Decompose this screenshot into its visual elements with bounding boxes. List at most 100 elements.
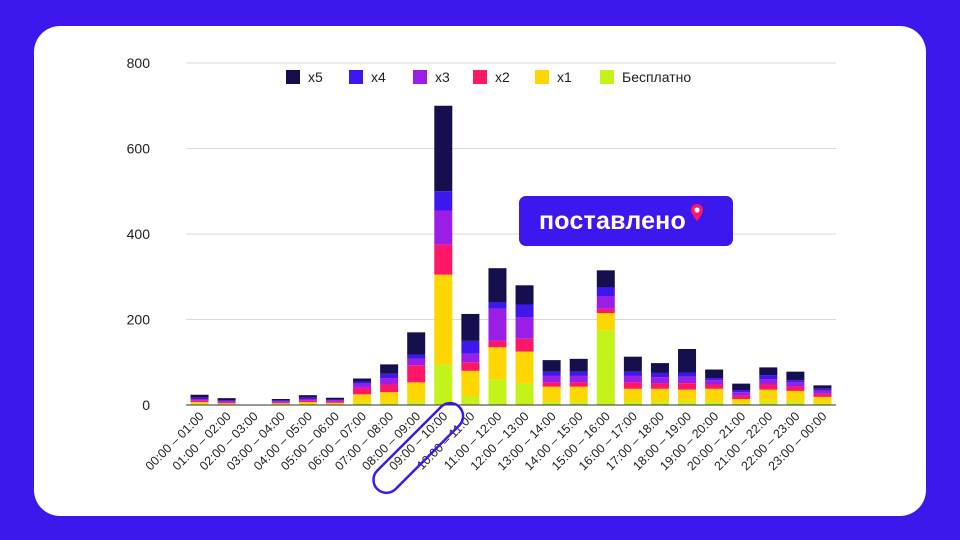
bar-segment: [407, 332, 426, 355]
legend-label: x2: [495, 69, 510, 85]
bar-segment: [786, 390, 805, 402]
bar-segment: [623, 401, 642, 405]
bar-segment: [380, 364, 399, 374]
bar-segment: [596, 287, 615, 296]
bar-segment: [623, 356, 642, 372]
gridlines: [186, 62, 836, 320]
bar-segment: [488, 308, 507, 341]
bar-segment: [623, 388, 642, 402]
highlight-ellipse: [372, 401, 465, 495]
bar-segment: [705, 388, 724, 402]
bar-segment: [678, 372, 697, 377]
bar-segment: [732, 395, 751, 400]
bar-segment: [542, 371, 561, 376]
bar-segment: [732, 399, 751, 404]
bar-segment: [705, 380, 724, 385]
bar-segment: [190, 397, 209, 400]
bar-segment: [461, 396, 480, 405]
bar-segment: [434, 210, 453, 245]
bar-segment: [678, 401, 697, 405]
bar-segment: [678, 348, 697, 373]
bar-segment: [650, 363, 669, 373]
bar-segment: [596, 295, 615, 309]
status-badge: поставлено: [519, 196, 733, 246]
bar-segment: [488, 379, 507, 405]
bar-segment: [353, 381, 372, 384]
location-pin-icon: [690, 201, 704, 230]
bar-segment: [407, 365, 426, 383]
bar-segment: [325, 401, 344, 403]
bar-segment: [515, 317, 534, 339]
legend-label: x3: [435, 69, 450, 85]
legend-label: x1: [557, 69, 572, 85]
bar-segment: [190, 402, 209, 405]
bar-segment: [325, 399, 344, 401]
bar-segment: [786, 380, 805, 383]
bar-segment: [596, 330, 615, 405]
bar-segment: [298, 399, 317, 401]
badge-text: поставлено: [539, 206, 686, 235]
bar-segment: [380, 373, 399, 379]
bar-segment: [190, 400, 209, 403]
bar-segment: [353, 394, 372, 403]
bar-segment: [759, 375, 778, 380]
bar-segment: [732, 392, 751, 396]
bar-segment: [542, 401, 561, 405]
bar-segment: [434, 364, 453, 405]
bar-segment: [434, 191, 453, 211]
bar-segment: [705, 384, 724, 389]
bar-segment: [488, 347, 507, 380]
bar-segment: [650, 388, 669, 402]
bar-segment: [542, 382, 561, 387]
bar-segment: [461, 353, 480, 363]
legend-label: Бесплатно: [622, 69, 691, 85]
bar-segment: [488, 340, 507, 348]
y-tick-label: 600: [127, 141, 151, 157]
bar-segment: [623, 375, 642, 383]
bar-segment: [515, 351, 534, 384]
bar-segment: [569, 371, 588, 376]
bar-segment: [759, 384, 778, 390]
bar-segment: [461, 340, 480, 354]
bar-segment: [407, 358, 426, 366]
bar-segment: [678, 383, 697, 390]
bar-segment: [271, 399, 290, 401]
bar-segment: [569, 401, 588, 405]
y-axis-ticks: 0 200 400 600 800: [127, 55, 151, 413]
bar-segment: [217, 401, 236, 403]
bar-segment: [813, 385, 832, 389]
bar-segment: [623, 371, 642, 376]
bar-segment: [813, 388, 832, 391]
legend-swatch: [286, 70, 300, 84]
bar-segment: [298, 397, 317, 400]
bar-segment: [759, 379, 778, 385]
legend-swatch: [535, 70, 549, 84]
y-tick-label: 400: [127, 226, 151, 242]
bar-segment: [813, 396, 832, 404]
bar-segment: [217, 403, 236, 405]
legend-label: x4: [371, 69, 386, 85]
bar-segment: [569, 375, 588, 383]
bar-segment: [488, 268, 507, 303]
bar-segment: [515, 285, 534, 305]
bar-segment: [190, 399, 209, 401]
bar-segment: [786, 386, 805, 391]
bar-segment: [353, 378, 372, 382]
bar-segment: [217, 402, 236, 404]
bar-segment: [759, 389, 778, 402]
bar-segment: [217, 398, 236, 401]
bar-segment: [298, 400, 317, 403]
bar-segment: [407, 382, 426, 402]
highlight-annotation: [372, 401, 465, 495]
bar-segment: [569, 358, 588, 372]
bar-segment: [786, 371, 805, 381]
bar-segment: [759, 367, 778, 376]
bar-segment: [434, 105, 453, 192]
bar-segment: [407, 401, 426, 405]
bar-segment: [217, 400, 236, 402]
bar-segment: [678, 376, 697, 384]
bar-segment: [271, 402, 290, 404]
bar-segment: [705, 378, 724, 381]
